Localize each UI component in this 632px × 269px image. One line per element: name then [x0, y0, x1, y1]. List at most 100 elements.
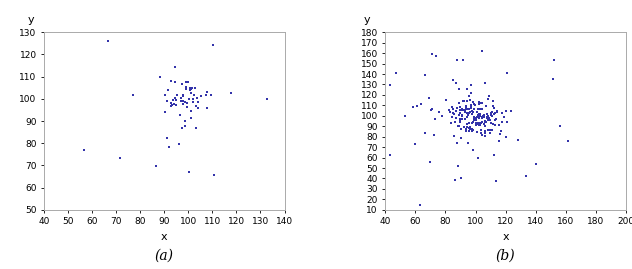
Point	[501, 109, 511, 114]
Point	[563, 139, 573, 143]
Point	[464, 126, 474, 130]
Point	[464, 129, 474, 133]
Point	[410, 142, 420, 146]
Point	[495, 132, 505, 136]
Point	[479, 115, 489, 119]
Point	[182, 104, 192, 109]
Point	[475, 123, 485, 128]
Point	[466, 109, 477, 114]
Point	[202, 90, 212, 94]
Point	[472, 122, 482, 127]
Point	[428, 133, 439, 137]
Point	[497, 111, 507, 115]
Point	[464, 94, 474, 98]
Point	[490, 111, 501, 115]
Point	[555, 124, 565, 129]
Point	[474, 116, 484, 121]
Point	[155, 75, 165, 79]
Point	[495, 129, 506, 133]
Point	[186, 87, 196, 91]
Point	[467, 127, 477, 131]
Point	[458, 117, 468, 121]
Point	[463, 107, 473, 111]
Point	[465, 126, 475, 131]
Point	[484, 116, 494, 121]
Point	[458, 114, 468, 118]
Point	[487, 110, 497, 114]
Point	[477, 48, 487, 53]
Point	[427, 107, 437, 111]
Point	[178, 102, 188, 106]
Point	[161, 110, 171, 114]
Text: (a): (a)	[155, 249, 174, 263]
Point	[448, 107, 458, 111]
Point	[185, 88, 195, 92]
Point	[183, 80, 193, 85]
Point	[446, 121, 456, 125]
Point	[420, 130, 430, 135]
Point	[497, 111, 507, 115]
Point	[453, 141, 463, 145]
Point	[477, 133, 487, 137]
Point	[176, 82, 186, 86]
Point	[458, 99, 468, 104]
Point	[455, 108, 465, 112]
Point	[482, 118, 492, 122]
Point	[473, 107, 483, 111]
Point	[481, 104, 491, 109]
Point	[430, 117, 440, 122]
Point	[483, 118, 493, 122]
Point	[485, 111, 495, 115]
X-axis label: x: x	[161, 232, 167, 242]
Point	[484, 94, 494, 98]
Point	[427, 52, 437, 56]
Point	[467, 121, 477, 125]
Point	[468, 147, 478, 152]
Point	[468, 112, 478, 116]
Point	[207, 43, 217, 47]
Point	[475, 100, 485, 104]
Point	[459, 99, 470, 103]
Point	[458, 58, 468, 62]
Point	[469, 116, 479, 120]
Point	[386, 153, 396, 158]
Point	[444, 108, 454, 112]
Point	[391, 71, 401, 76]
Point	[502, 71, 512, 75]
Point	[454, 86, 464, 91]
Point	[492, 116, 502, 121]
Point	[476, 121, 486, 125]
Point	[209, 172, 219, 177]
Point	[179, 100, 190, 105]
Point	[483, 115, 493, 119]
Point	[167, 98, 178, 102]
Point	[191, 126, 201, 130]
Point	[473, 112, 483, 117]
Point	[453, 164, 463, 168]
Point	[202, 106, 212, 110]
Point	[470, 116, 480, 120]
Point	[457, 107, 467, 111]
Point	[423, 96, 434, 100]
Point	[489, 121, 499, 126]
Point	[494, 139, 504, 143]
Point	[103, 39, 113, 43]
Point	[455, 105, 465, 109]
Point	[513, 138, 523, 142]
Point	[179, 123, 190, 128]
Point	[477, 107, 487, 111]
Point	[462, 111, 472, 115]
Point	[487, 114, 497, 118]
Point	[456, 119, 466, 124]
Point	[170, 80, 180, 84]
Point	[462, 122, 472, 126]
Point	[461, 129, 471, 133]
Point	[177, 126, 187, 130]
Point	[473, 115, 483, 119]
Point	[464, 121, 474, 125]
Point	[469, 107, 479, 111]
Point	[454, 124, 464, 129]
Point	[477, 116, 487, 121]
Point	[474, 107, 484, 111]
Point	[192, 95, 202, 100]
